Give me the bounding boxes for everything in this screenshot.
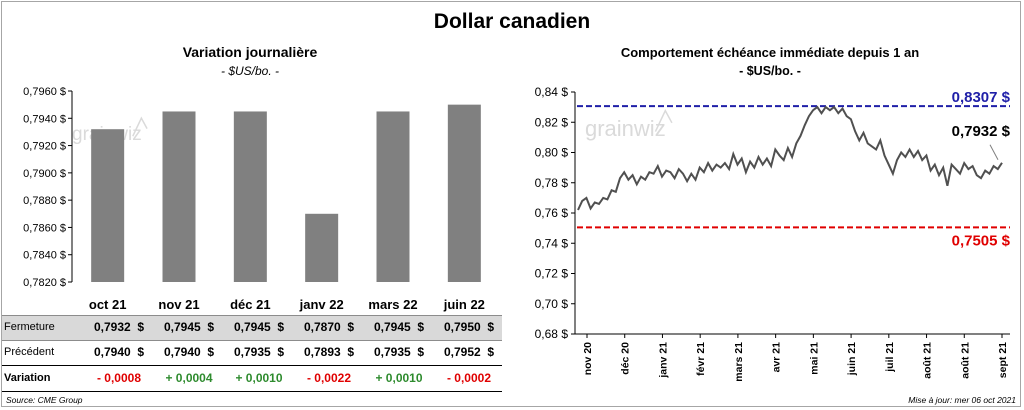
y-tick-label: 0,72 $ (535, 267, 569, 281)
bar (376, 111, 410, 282)
page-title: Dollar canadien (433, 10, 591, 33)
source-note: Source: CME Group (6, 395, 83, 405)
update-note: Mise à jour: mer 06 oct 2021 (908, 395, 1016, 405)
table-cell: 0,7935 $ (373, 345, 425, 359)
x-tick-label: mars 21 (733, 342, 745, 382)
bar (233, 111, 267, 282)
bar (91, 129, 125, 282)
row-label-close: Fermeture (4, 321, 55, 333)
table-row-prev: Précédent 0,7940 $ 0,7940 $ 0,7935 $ 0,7… (2, 341, 502, 365)
y-tick-label: 0,7880 $ (23, 195, 66, 207)
x-tick-label: déc 20 (620, 342, 632, 375)
table-cell: 0,7950 $ (443, 320, 495, 334)
x-tick-label: juil 21 (884, 342, 896, 373)
watermark-text: grainwiz (585, 116, 666, 141)
y-tick-label: 0,78 $ (535, 176, 569, 190)
last-value-leader (989, 144, 999, 161)
y-tick-label: 0,7820 $ (23, 277, 66, 289)
watermark-mark (132, 116, 148, 137)
x-tick-label: sept 21 (997, 342, 1009, 378)
y-tick-label: 0,70 $ (535, 297, 569, 311)
table-cell: 0,7940 $ (93, 345, 145, 359)
x-tick-label: janv 22 (299, 297, 344, 312)
bar (305, 213, 339, 282)
y-tick-label: 0,7940 $ (23, 113, 66, 125)
table-cell: 0,7952 $ (443, 345, 495, 359)
y-tick-label: 0,84 $ (535, 85, 569, 99)
y-tick-label: 0,82 $ (535, 115, 569, 129)
x-tick-label: août 21 (922, 342, 934, 379)
table-cell: 0,7932 $ (93, 320, 145, 334)
table-cell: + 0,0004 (165, 371, 213, 385)
table-divider (2, 365, 502, 366)
series-line (577, 105, 1003, 211)
x-tick-label: déc 21 (230, 297, 270, 312)
table-cell: - 0,0022 (306, 371, 352, 385)
x-tick-label: août 21 (959, 342, 971, 379)
y-tick-label: 0,7960 $ (23, 86, 66, 98)
table-cell: 0,7945 $ (233, 320, 285, 334)
watermark-mark (654, 109, 673, 132)
table-divider (2, 391, 502, 392)
table-cell: - 0,0008 (96, 371, 142, 385)
reference-label: 0,7505 $ (952, 232, 1011, 249)
table-cell: 0,7940 $ (163, 345, 215, 359)
y-tick-label: 0,74 $ (535, 236, 569, 250)
x-tick-label: janv 21 (657, 342, 669, 379)
y-tick-label: 0,7860 $ (23, 222, 66, 234)
table-row-close: Fermeture 0,7932 $ 0,7945 $ 0,7945 $ 0,7… (2, 315, 502, 341)
table-cell: + 0,0010 (235, 371, 283, 385)
table-cell: 0,7935 $ (233, 345, 285, 359)
x-tick-label: avr 21 (771, 342, 783, 373)
y-tick-label: 0,76 $ (535, 206, 569, 220)
table-cell: 0,7893 $ (303, 345, 355, 359)
y-tick-label: 0,68 $ (535, 327, 569, 341)
bar (447, 104, 481, 283)
y-tick-label: 0,7920 $ (23, 141, 66, 153)
x-tick-label: juin 21 (846, 342, 858, 376)
last-value-label: 0,7932 $ (952, 123, 1011, 140)
x-tick-label: mai 21 (808, 342, 820, 375)
x-tick-label: févr 21 (695, 342, 707, 376)
left-chart-unit: - $US/bo. - (220, 64, 280, 78)
x-tick-label: nov 20 (582, 342, 594, 375)
reference-label: 0,8307 $ (952, 89, 1011, 106)
table-cell: + 0,0010 (375, 371, 423, 385)
x-tick-label: nov 21 (158, 297, 199, 312)
right-chart-unit: - $US/bo. - (739, 64, 801, 78)
x-tick-label: oct 21 (89, 297, 127, 312)
row-label-prev: Précédent (4, 346, 55, 358)
left-chart-title: Variation journalière (182, 44, 318, 60)
table-cell: 0,7945 $ (163, 320, 215, 334)
table-cell: - 0,0002 (446, 371, 492, 385)
table-cell: 0,7870 $ (303, 320, 355, 334)
table-cell: 0,7945 $ (373, 320, 425, 334)
x-tick-label: juin 22 (443, 297, 485, 312)
line-chart: grainwiz 0,68 $ 0,70 $ 0,72 $ 0,74 $ 0,76 $ 0… (535, 85, 1011, 382)
y-tick-label: 0,80 $ (535, 146, 569, 160)
grainwiz-watermark: grainwiz (585, 109, 673, 141)
table-row-variation: Variation - 0,0008 + 0,0004 + 0,0010 - 0… (2, 367, 502, 391)
y-tick-label: 0,7900 $ (23, 168, 66, 180)
x-tick-label: mars 22 (368, 297, 417, 312)
y-tick-label: 0,7840 $ (23, 250, 66, 262)
right-chart-title: Comportement échéance immédiate depuis 1… (620, 45, 920, 60)
bar-chart: grainwiz 0,7820 $0,7840 $0,7860 $0,7880 … (23, 86, 485, 312)
bar (162, 111, 196, 282)
row-label-variation: Variation (4, 372, 51, 384)
